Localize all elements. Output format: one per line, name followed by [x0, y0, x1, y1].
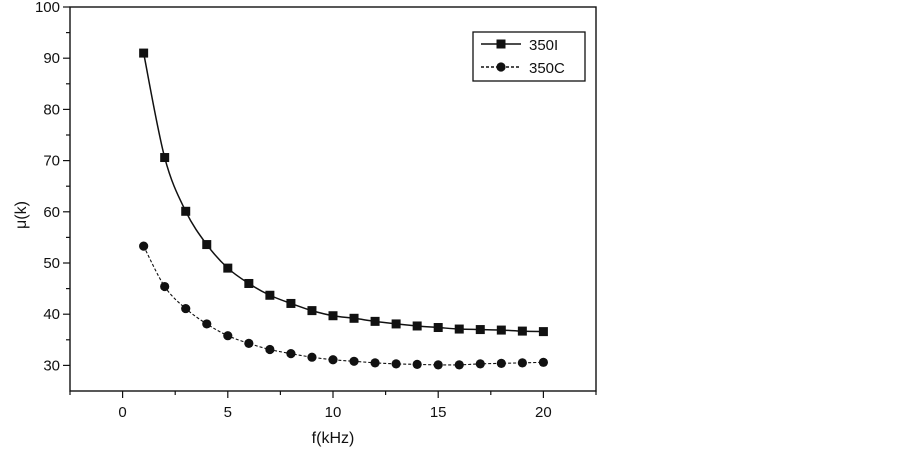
x-tick-label: 20: [535, 404, 552, 421]
data-point-350I: [244, 278, 254, 288]
y-tick-label: 90: [43, 50, 60, 67]
data-point-350C: [454, 360, 464, 370]
data-point-350C: [286, 349, 296, 359]
data-point-350C: [475, 359, 485, 369]
y-tick-label: 40: [43, 306, 60, 323]
data-point-350C: [349, 356, 359, 366]
x-tick-label: 5: [224, 404, 232, 421]
x-tick-label: 15: [430, 404, 447, 421]
data-point-350C: [328, 355, 338, 365]
data-point-350I: [223, 263, 233, 273]
legend-marker-350I: [496, 39, 506, 49]
data-point-350C: [244, 338, 254, 348]
y-tick-label: 30: [43, 357, 60, 374]
data-point-350C: [538, 357, 549, 367]
data-point-350C: [391, 359, 401, 369]
data-point-350I: [286, 298, 296, 308]
data-point-350I: [265, 290, 275, 300]
data-point-350I: [349, 313, 359, 323]
x-axis-title: f(kHz): [312, 430, 355, 447]
y-tick-label: 70: [43, 153, 60, 170]
y-tick-label: 60: [43, 204, 60, 221]
data-point-350C: [370, 358, 380, 368]
data-point-350I: [433, 323, 443, 333]
y-tick-label: 80: [43, 101, 60, 118]
data-point-350I: [328, 311, 338, 321]
series-line-350C: [143, 245, 544, 366]
data-point-350I: [454, 324, 464, 334]
legend-label-350I: 350I: [529, 37, 558, 54]
series-line-350I: [142, 52, 544, 333]
y-tick-label: 100: [35, 0, 60, 16]
legend-label-350C: 350C: [529, 60, 565, 77]
data-point-350C: [139, 241, 149, 251]
y-axis-title: μ(k): [13, 201, 30, 229]
y-tick-label: 50: [43, 255, 60, 272]
data-point-350I: [517, 326, 527, 336]
data-point-350I: [496, 325, 506, 335]
data-point-350I: [307, 306, 317, 316]
data-point-350C: [517, 358, 527, 368]
data-point-350C: [412, 359, 422, 369]
data-point-350C: [265, 344, 275, 355]
data-point-350C: [307, 352, 317, 362]
x-tick-label: 10: [325, 404, 342, 421]
axes: 0 5 10 15 20 30 40 50 60 70 80 90 100: [35, 0, 597, 421]
data-point-350I: [538, 327, 548, 337]
data-point-350I: [181, 206, 191, 216]
data-point-350I: [391, 319, 401, 329]
data-point-350I: [160, 153, 170, 163]
data-point-350C: [202, 319, 212, 329]
legend: 350I 350C: [472, 31, 586, 82]
data-point-350C: [433, 360, 443, 370]
data-point-350C: [181, 303, 191, 314]
data-point-350C: [160, 281, 170, 292]
legend-marker-350C: [496, 62, 506, 72]
series-layer: [139, 48, 549, 370]
data-point-350I: [475, 325, 485, 335]
series-350C: [139, 241, 549, 370]
data-point-350I: [412, 321, 422, 331]
legend-box: [472, 31, 586, 82]
data-point-350I: [202, 240, 212, 250]
data-point-350I: [139, 48, 149, 58]
series-350I: [139, 48, 548, 337]
data-point-350C: [496, 358, 506, 368]
data-point-350C: [223, 331, 233, 341]
x-tick-label: 0: [118, 404, 126, 421]
data-point-350I: [370, 316, 380, 326]
